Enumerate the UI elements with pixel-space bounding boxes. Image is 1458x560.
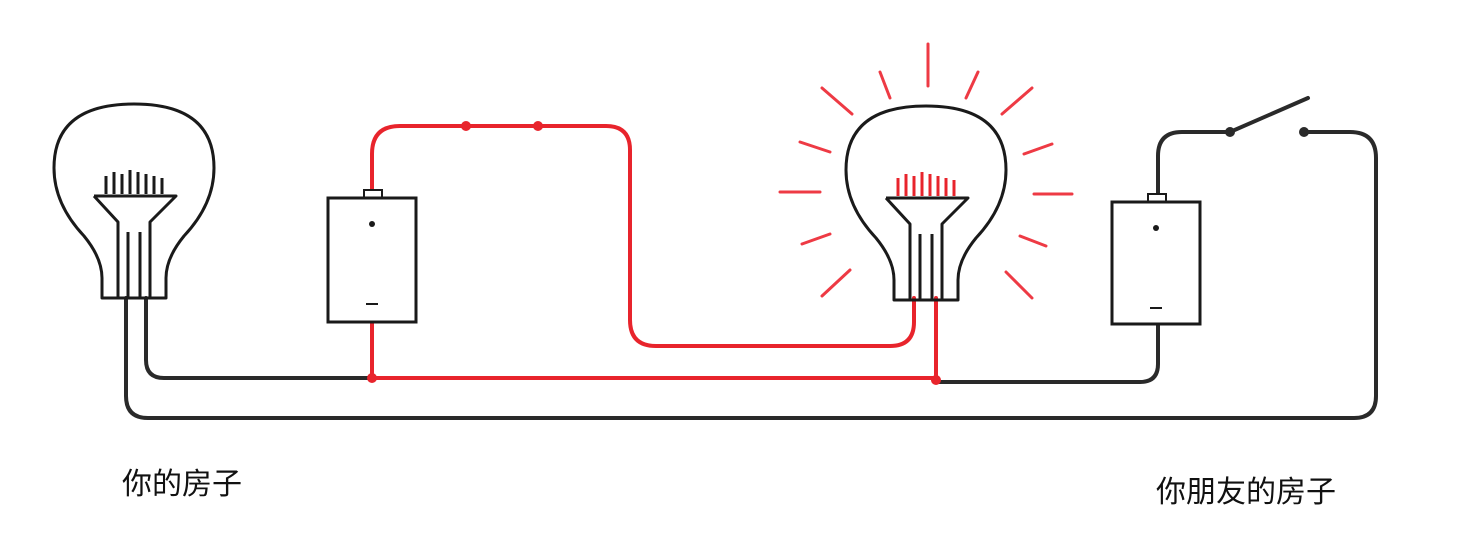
- wire-left-bulb-outer: [124, 130, 1378, 420]
- glow-rays: [778, 42, 1074, 300]
- wire-right-battery-pos: [1156, 130, 1232, 198]
- left-bulb: [52, 102, 216, 300]
- wire-right-battery-neg: [934, 320, 1160, 384]
- right-bulb-glass: [844, 104, 1008, 302]
- right-bulb-stem: [884, 196, 970, 300]
- joint-top-right: [533, 121, 543, 131]
- left-battery-plus: [369, 221, 375, 227]
- right-battery-plus: [1153, 225, 1159, 231]
- switch-contact-left: [1225, 127, 1235, 137]
- left-battery-body: [326, 196, 418, 324]
- right-bulb: [844, 104, 1008, 302]
- right-battery-body: [1110, 200, 1202, 326]
- your-house-label: 你的房子: [122, 467, 242, 502]
- left-bulb-filament: [104, 170, 164, 194]
- joint-top-left: [461, 121, 471, 131]
- wire-left-battery-pos: [370, 124, 916, 348]
- joint-bottom-right: [931, 375, 941, 385]
- left-bulb-glass: [52, 102, 216, 300]
- switch-contact-right: [1299, 127, 1309, 137]
- left-bulb-stem: [92, 194, 178, 298]
- joint-bottom-left: [367, 373, 377, 383]
- left-battery: [326, 189, 418, 324]
- dark-wires: [124, 96, 1378, 420]
- right-battery: [1110, 193, 1202, 326]
- red-wires: [370, 124, 938, 384]
- switch-lever: [1228, 96, 1310, 134]
- right-bulb-filament: [896, 172, 956, 196]
- friend-house-label: 你朋友的房子: [1156, 475, 1336, 510]
- wire-left-bulb-inner: [144, 296, 374, 380]
